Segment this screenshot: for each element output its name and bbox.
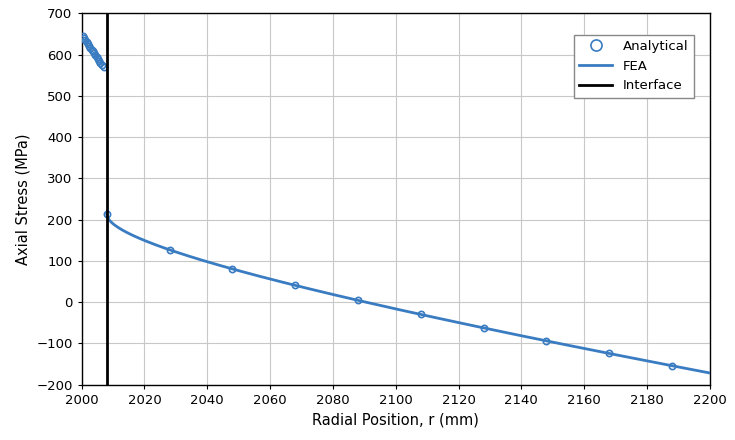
Interface [102,299,111,304]
Line: FEA: FEA [107,214,710,373]
FEA [706,370,714,376]
FEA [691,367,700,373]
Y-axis label: Axial Stress (MPa): Axial Stress (MPa) [15,133,31,265]
FEA [102,212,111,217]
FEA [429,315,437,320]
FEA [389,306,398,311]
FEA [597,349,606,355]
X-axis label: Radial Position, r (mm): Radial Position, r (mm) [312,412,479,427]
Interface [102,300,111,305]
FEA [462,322,470,327]
Legend: Analytical, FEA, Interface: Analytical, FEA, Interface [574,35,694,98]
FEA [392,307,401,312]
